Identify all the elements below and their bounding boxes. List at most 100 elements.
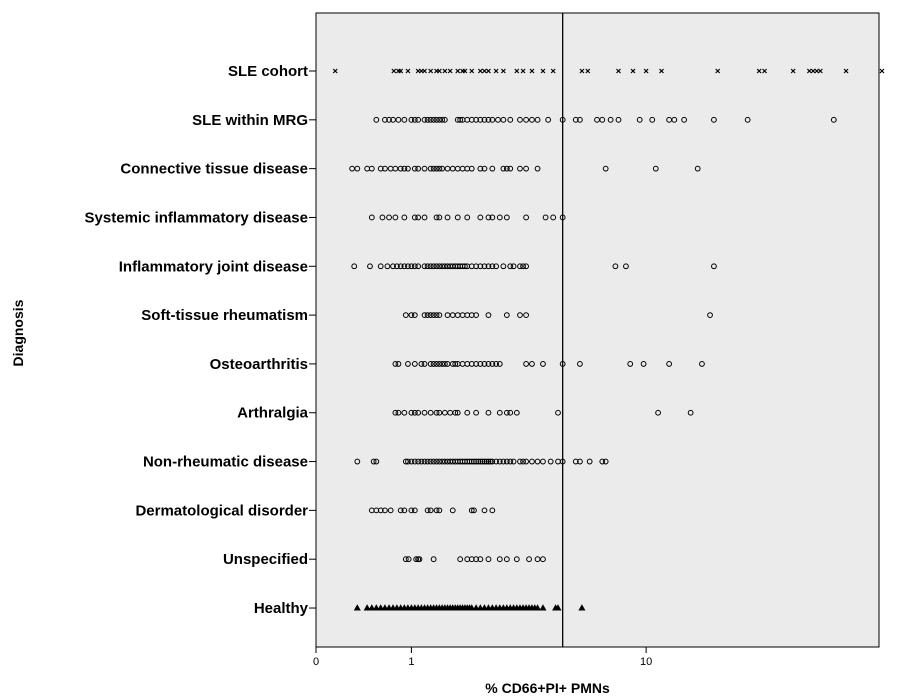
data-point: [391, 68, 397, 74]
data-point: [439, 116, 446, 123]
data-point: [485, 458, 492, 465]
data-point: [486, 68, 491, 74]
data-point: [477, 458, 484, 465]
data-point: [424, 507, 431, 514]
data-point: [830, 116, 837, 123]
data-point: [377, 165, 384, 172]
data-point: [534, 458, 541, 465]
data-point: [377, 604, 385, 611]
data-point: [555, 409, 561, 416]
x-tick-label: 1: [408, 656, 414, 668]
data-point: [382, 165, 388, 172]
data-point: [430, 312, 437, 319]
data-point: [493, 361, 500, 367]
data-point: [489, 165, 496, 172]
data-point: [416, 556, 423, 563]
data-point: [517, 312, 523, 319]
data-point: [430, 165, 437, 172]
x-axis-title: % CD66+PI+ PMNs: [485, 680, 610, 696]
data-point: [411, 507, 418, 514]
data-point: [452, 361, 459, 367]
data-point: [442, 68, 448, 74]
category-label: Connective tissue disease: [120, 161, 308, 178]
category-label: Healthy: [254, 600, 309, 617]
data-point: [513, 556, 520, 563]
data-point: [756, 68, 762, 74]
data-point: [481, 116, 488, 123]
data-point: [415, 409, 422, 416]
data-point: [436, 507, 443, 514]
data-point: [368, 165, 375, 172]
data-point: [711, 116, 717, 123]
data-point: [630, 68, 636, 74]
data-point: [711, 263, 717, 270]
category-label: Osteoarthritis: [210, 356, 308, 373]
data-point: [473, 116, 480, 123]
data-point: [489, 458, 496, 465]
data-point: [433, 214, 440, 221]
data-point: [473, 312, 480, 319]
category-label: Dermatological disorder: [135, 502, 308, 519]
data-point: [503, 214, 510, 221]
data-point: [401, 165, 408, 172]
data-point: [529, 116, 535, 123]
data-point: [430, 116, 437, 123]
data-point: [520, 458, 526, 465]
data-point: [481, 361, 488, 367]
data-point: [436, 214, 443, 221]
data-point: [377, 507, 384, 514]
data-point: [387, 507, 394, 514]
data-point: [500, 165, 507, 172]
category-label: Inflammatory joint disease: [119, 258, 308, 275]
data-point: [477, 165, 484, 172]
data-point: [534, 604, 542, 611]
data-point: [652, 165, 659, 172]
data-point: [408, 116, 415, 123]
data-point: [395, 116, 402, 123]
data-point: [392, 409, 399, 416]
data-point: [436, 68, 442, 74]
data-point: [370, 458, 377, 465]
data-point: [454, 214, 461, 221]
data-point: [418, 458, 425, 465]
data-point: [411, 409, 418, 416]
data-point: [623, 263, 629, 270]
data-point: [363, 604, 371, 611]
data-point: [503, 312, 510, 319]
data-point: [408, 458, 415, 465]
data-point: [473, 458, 480, 465]
category-label: Non-rheumatic disease: [143, 454, 308, 471]
data-point: [477, 214, 484, 221]
data-point: [401, 214, 408, 221]
data-point: [473, 409, 480, 416]
data-point: [526, 556, 532, 563]
data-point: [422, 68, 427, 74]
data-point: [427, 263, 434, 270]
category-label: SLE within MRG: [192, 112, 308, 129]
data-point: [384, 263, 391, 270]
data-point: [439, 165, 446, 172]
data-point: [655, 409, 662, 416]
data-point: [441, 116, 448, 123]
data-point: [481, 165, 488, 172]
data-point: [436, 361, 443, 367]
data-point: [485, 409, 492, 416]
data-point: [503, 409, 510, 416]
data-point: [433, 165, 440, 172]
data-point: [542, 214, 549, 221]
data-point: [643, 68, 649, 74]
data-point: [507, 458, 514, 465]
data-point: [468, 507, 475, 514]
data-point: [510, 458, 517, 465]
data-point: [405, 361, 411, 367]
data-point: [408, 263, 415, 270]
data-point: [436, 263, 443, 270]
data-point: [392, 361, 399, 367]
data-point: [572, 458, 579, 465]
data-point: [441, 361, 448, 367]
data-point: [520, 68, 526, 74]
data-point: [392, 214, 399, 221]
data-point: [529, 68, 535, 74]
data-point: [401, 507, 408, 514]
data-point: [411, 214, 418, 221]
